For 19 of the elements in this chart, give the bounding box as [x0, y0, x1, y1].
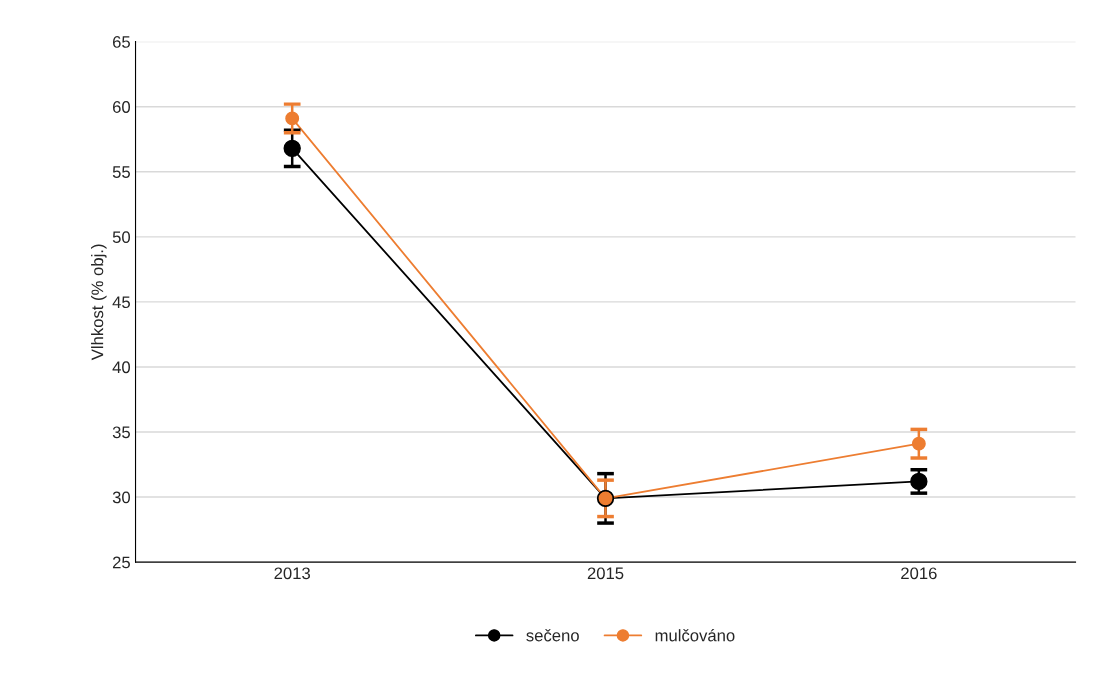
- x-tick-label: 2013: [274, 567, 310, 580]
- y-tick-label: 35: [112, 426, 130, 439]
- y-tick-label: 55: [112, 166, 130, 178]
- legend-label: sečeno: [526, 629, 579, 642]
- y-tick-label: 25: [112, 556, 130, 569]
- y-tick-label: 60: [112, 101, 131, 113]
- legend-label: mulčováno: [655, 628, 735, 642]
- y-tick-label: 45: [112, 296, 130, 309]
- y-tick-label: 30: [112, 491, 131, 504]
- y-tick-label: 40: [112, 361, 131, 374]
- x-tick-label: 2015: [587, 567, 624, 580]
- point: [283, 139, 301, 158]
- point: [910, 472, 928, 491]
- y-axis-title: Vlhkost (% obj.): [91, 244, 107, 361]
- y-tick-label: 65: [112, 36, 130, 48]
- y-tick-label: 50: [112, 231, 131, 244]
- point: [285, 111, 300, 126]
- x-tick-label: 2016: [901, 567, 937, 580]
- point: [911, 436, 926, 451]
